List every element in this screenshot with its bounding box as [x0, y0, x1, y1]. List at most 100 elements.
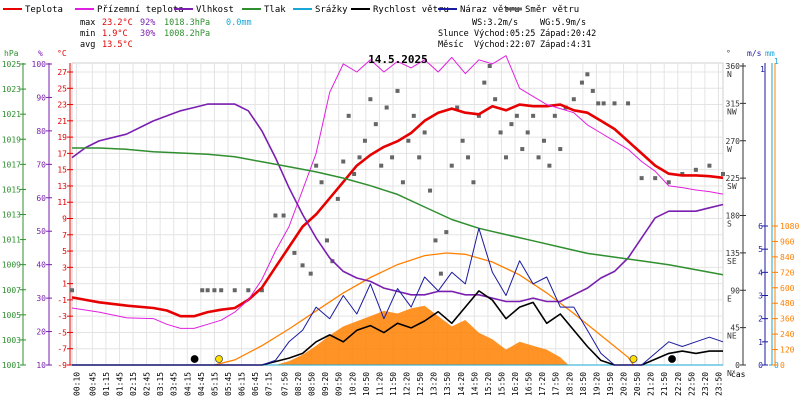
legend-label-press: Tlak	[264, 5, 286, 15]
stats-min-label: min	[80, 29, 95, 39]
x-tick-label: 17:20	[538, 372, 547, 396]
direction-compass-label: N	[727, 369, 732, 378]
solar-layer	[214, 252, 635, 366]
direction-axis-tick-label: 90	[730, 286, 740, 295]
x-tick-label: 10:20	[348, 372, 357, 396]
x-tick-label: 21:50	[660, 372, 669, 396]
pressure-axis-tick-label: 1009	[2, 261, 21, 270]
wind-direction-point	[246, 288, 251, 293]
wind-direction-point	[212, 288, 217, 293]
sun-set: Západ:20:42	[540, 29, 596, 39]
temperature-axis-tick-label: -5	[57, 328, 67, 337]
humidity-axis-tick-label: 70	[36, 160, 46, 169]
wind-axis-tick-label: 0	[758, 361, 763, 370]
direction-compass-label: SE	[727, 257, 737, 266]
wind-direction-point	[308, 271, 313, 276]
wind-direction-point	[273, 213, 278, 218]
wind-direction-point	[498, 130, 503, 135]
wind-direction-point	[471, 180, 476, 185]
axis-unit-headers: hPa % °C ° m/s mm čas	[4, 49, 775, 379]
wind-axis-tick-label: 5	[758, 245, 763, 254]
x-tick-label: 02:15	[129, 372, 138, 396]
wind-direction-point	[200, 288, 205, 293]
x-tick-label: 18:50	[579, 372, 588, 396]
temperature-axis-tick-label: 21	[57, 117, 67, 126]
wind-direction-point	[541, 138, 546, 143]
x-tick-label: 07:50	[280, 372, 289, 396]
solar-axis-tick-label: 240	[780, 330, 795, 339]
wind-direction-point	[357, 155, 362, 160]
x-tick-label: 03:45	[170, 372, 179, 396]
wind-direction-point	[205, 288, 210, 293]
wind-direction-point	[639, 176, 644, 181]
rain-axis-top-label: 1	[774, 57, 779, 66]
pressure-axis-tick-label: 1025	[2, 60, 21, 69]
temperature-axis-tick-label: 17	[57, 149, 67, 158]
x-tick-label: 13:50	[443, 372, 452, 396]
direction-compass-label: NE	[727, 332, 737, 341]
legend-label-gust: Náraz větru	[460, 5, 520, 15]
x-tick-label: 05:15	[210, 372, 219, 396]
pressure-axis-tick-label: 1005	[2, 311, 21, 320]
temperature-axis-tick-label: -9	[57, 361, 67, 370]
direction-compass-label: NW	[727, 107, 737, 116]
x-tick-label: 18:20	[565, 372, 574, 396]
direction-compass-label: E	[727, 294, 732, 303]
x-tick-label: 12:50	[416, 372, 425, 396]
x-axis-labels: 00:10 00:45 01:15 01:45 02:15 02:45 03:15 03:45…	[73, 372, 724, 396]
temperature-axis-tick-label: 25	[57, 84, 67, 93]
temperature-axis-tick-label: 11	[57, 198, 67, 207]
stats-max-hum: 92%	[140, 18, 155, 28]
humidity-axis-tick-label: 50	[36, 227, 46, 236]
direction-axis-tick-label: 270	[726, 137, 741, 146]
mm-unit: mm	[765, 49, 775, 58]
event-sunrise-marker	[215, 355, 223, 363]
wind-direction-point	[585, 72, 590, 77]
x-tick-label: 19:20	[592, 372, 601, 396]
wind-direction-point	[259, 288, 264, 293]
pressure-axis-tick-label: 1003	[2, 336, 21, 345]
x-tick-label: 22:50	[687, 372, 696, 396]
temperature-axis-tick-label: 27	[57, 68, 67, 77]
direction-compass-label: W	[727, 145, 732, 154]
x-tick-label: 01:15	[102, 372, 111, 396]
series-line-temp	[71, 103, 724, 318]
wind-direction-point	[449, 163, 454, 168]
ms-unit: m/s	[747, 49, 762, 58]
wind-axis-tick-label: 4	[758, 268, 763, 277]
wind-direction-point	[707, 163, 712, 168]
legend-item-dir: Směr větru	[505, 5, 579, 15]
temperature-axis-tick-label: 5	[62, 247, 67, 256]
stats-max-rain: 0.0mm	[226, 18, 252, 28]
x-tick-label: 07:15	[265, 372, 274, 396]
wind-direction-point	[601, 101, 606, 106]
series-line-hum	[71, 103, 724, 303]
x-tick-label: 00:45	[88, 372, 97, 396]
wind-direction-point	[300, 263, 305, 268]
wind-direction-point	[571, 97, 576, 102]
stats-block: max 23.2°C 92% 1018.3hPa 0.0mm min 1.9°C…	[80, 18, 252, 50]
stats-min-press: 1008.2hPa	[164, 29, 210, 39]
x-tick-label: 16:50	[525, 372, 534, 396]
stats-max-press: 1018.3hPa	[164, 18, 210, 28]
direction-compass-label: N	[727, 70, 732, 79]
wind-direction-point	[444, 230, 449, 235]
direction-axis-tick-label: 360	[726, 62, 741, 71]
series-layer	[71, 55, 724, 366]
solar-axis-tick-label: 960	[780, 237, 795, 246]
wind-direction-point	[390, 155, 395, 160]
celsius-unit: °C	[57, 49, 67, 58]
wind-direction-point	[232, 288, 237, 293]
wind-direction-point	[579, 80, 584, 85]
wind-direction-point	[520, 147, 525, 152]
humidity-axis-tick-label: 100	[32, 60, 47, 69]
time-unit: čas	[731, 369, 746, 379]
x-tick-label: 01:45	[115, 372, 124, 396]
x-tick-label: 00:10	[73, 372, 82, 396]
legend-item-hum: Vlhkost	[174, 5, 234, 15]
wind-direction-point	[362, 138, 367, 143]
wind-direction-point	[411, 113, 416, 118]
wind-direction-point	[219, 288, 224, 293]
direction-compass-label: S	[727, 220, 732, 229]
wind-axis-tick-label: 3	[758, 292, 763, 301]
